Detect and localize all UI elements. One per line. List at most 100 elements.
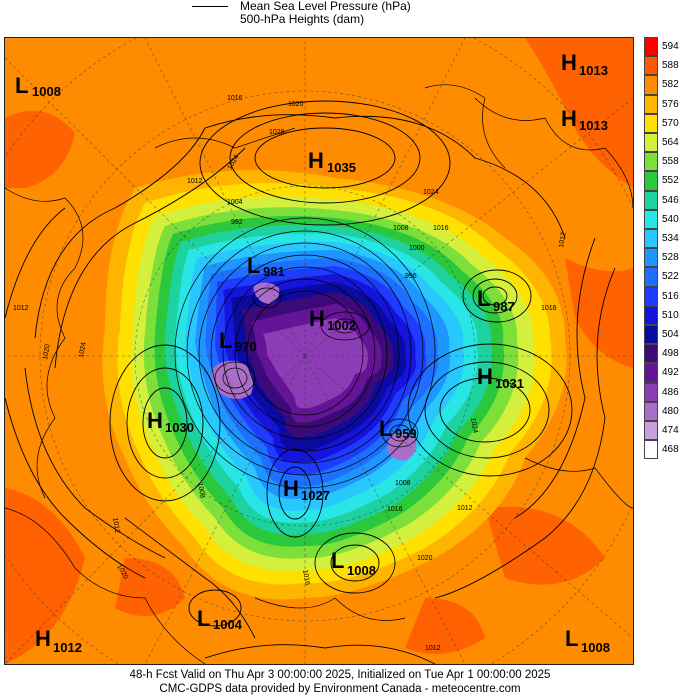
isobar-label: 1012 [457, 505, 473, 512]
colorbar-swatch [644, 440, 658, 460]
svg-text:L: L [379, 416, 392, 441]
svg-text:1035: 1035 [327, 160, 356, 175]
forecast-map: 1016 1020 1028 1024 1012 1004 992 1008 1… [4, 37, 634, 665]
colorbar-label: 510 [662, 309, 679, 321]
svg-text:959: 959 [395, 426, 417, 441]
high-system: H 1027 [283, 476, 330, 503]
isobar-label: 1016 [541, 305, 557, 312]
svg-text:H: H [308, 148, 324, 173]
colorbar-label: 486 [662, 386, 679, 398]
colorbar-label: 564 [662, 137, 679, 148]
colorbar-swatch [644, 421, 658, 441]
high-system: H 1012 [35, 626, 82, 655]
svg-text:981: 981 [263, 264, 285, 279]
colorbar-label: 576 [662, 98, 679, 110]
svg-text:H: H [147, 408, 163, 433]
low-system: L 959 [379, 416, 417, 441]
low-system: L 1004 [197, 606, 243, 632]
graticule [5, 38, 633, 664]
valid-time-caption: 48-h Fcst Valid on Thu Apr 3 00:00:00 20… [129, 669, 551, 681]
svg-text:H: H [561, 106, 577, 131]
colorbar-label: 498 [662, 348, 679, 360]
isobar-label: 1012 [558, 232, 568, 249]
high-system: H 1013 [561, 50, 608, 78]
header: Mean Sea Level Pressure (hPa) 500-hPa He… [0, 0, 680, 36]
svg-text:1004: 1004 [213, 617, 243, 632]
isobar-label: 1008 [393, 225, 409, 232]
colorbar-swatch [644, 401, 658, 421]
colorbar-label: 468 [662, 444, 679, 456]
isobar-label: 1012 [187, 178, 203, 185]
height-band-480-north [253, 282, 280, 304]
colorbar-label: 558 [662, 156, 679, 168]
isobar-label: 1012 [425, 645, 441, 652]
height-band-486 [263, 318, 368, 409]
colorbar-swatch [644, 37, 658, 57]
svg-text:987: 987 [493, 299, 515, 314]
low-system: L 981 [247, 253, 285, 279]
colorbar-label: 552 [662, 175, 679, 187]
svg-text:1002: 1002 [327, 318, 356, 333]
isobars [5, 100, 616, 664]
colorbar-swatch [644, 248, 658, 268]
low-system: L 1008 [331, 548, 376, 578]
isobar-label: 1016 [227, 95, 243, 102]
colorbar-swatch [644, 229, 658, 249]
colorbar-label: 492 [662, 367, 679, 379]
colorbar-swatch [644, 382, 658, 402]
svg-text:1012: 1012 [53, 640, 82, 655]
isobar-label: 1028 [269, 129, 285, 136]
isobar-label: 996 [405, 273, 417, 280]
svg-text:H: H [283, 476, 299, 501]
colorbar-swatch [644, 267, 658, 287]
pressure-systems: L 1008 H 1013 H 1013 H 1035 L 981 L 987 H 1002 … [15, 50, 610, 655]
svg-text:1030: 1030 [165, 420, 194, 435]
svg-text:L: L [331, 548, 344, 573]
isobar-label: 1000 [409, 245, 425, 252]
high-system: H 1031 [477, 364, 524, 391]
low-system: L 1008 [15, 73, 61, 99]
colorbar-swatch [644, 344, 658, 364]
vortex-isobars [174, 217, 436, 489]
colorbar-label: 474 [662, 425, 679, 436]
isobar-labels: 1016 1020 1028 1024 1012 1004 992 1008 1… [13, 95, 568, 652]
isobar-label: 992 [231, 219, 243, 226]
svg-text:L: L [219, 328, 232, 353]
isobar-label: 1016 [433, 225, 449, 232]
colorbar-label: 528 [662, 252, 679, 264]
svg-text:H: H [35, 626, 51, 651]
colorbar-swatch [644, 209, 658, 229]
isobar-label: 1024 [469, 417, 479, 434]
svg-text:L: L [15, 73, 28, 98]
low-system: L 1008 [565, 626, 610, 655]
high-system: H 1035 [308, 148, 356, 175]
isobar-label: 1008 [196, 482, 206, 499]
colorbar-label: 546 [662, 194, 679, 206]
colorbar-swatch [644, 75, 658, 95]
isobar-label: 1012 [111, 517, 121, 534]
isobar-label: 1020 [288, 101, 304, 108]
colorbar-swatch [644, 286, 658, 306]
svg-text:H: H [477, 364, 493, 389]
colorbar-label: 504 [662, 329, 679, 340]
high-system: H 1013 [561, 106, 608, 133]
svg-text:1013: 1013 [579, 118, 608, 133]
heights-legend-label: 500-hPa Heights (dam) [240, 12, 365, 26]
svg-text:H: H [309, 306, 325, 331]
isobar-label: 1012 [13, 305, 29, 312]
height-field-588-patches [5, 38, 633, 664]
isobar-label: 1020 [417, 555, 433, 562]
colorbar-swatch [644, 305, 658, 325]
svg-text:970: 970 [235, 339, 257, 354]
svg-text:L: L [197, 606, 210, 631]
colorbar-label: 582 [662, 79, 679, 91]
data-credit-caption: CMC-GDPS data provided by Environment Ca… [159, 683, 521, 695]
isobar-label: 1016 [387, 506, 403, 513]
isobar-label: 1024 [78, 342, 88, 359]
svg-text:1008: 1008 [581, 640, 610, 655]
colorbar-swatch [644, 113, 658, 133]
mslp-legend-label: Mean Sea Level Pressure (hPa) [240, 0, 411, 13]
colorbar-swatch [644, 363, 658, 383]
colorbar-label: 594 [662, 41, 679, 52]
colorbar-label: 516 [662, 290, 679, 302]
